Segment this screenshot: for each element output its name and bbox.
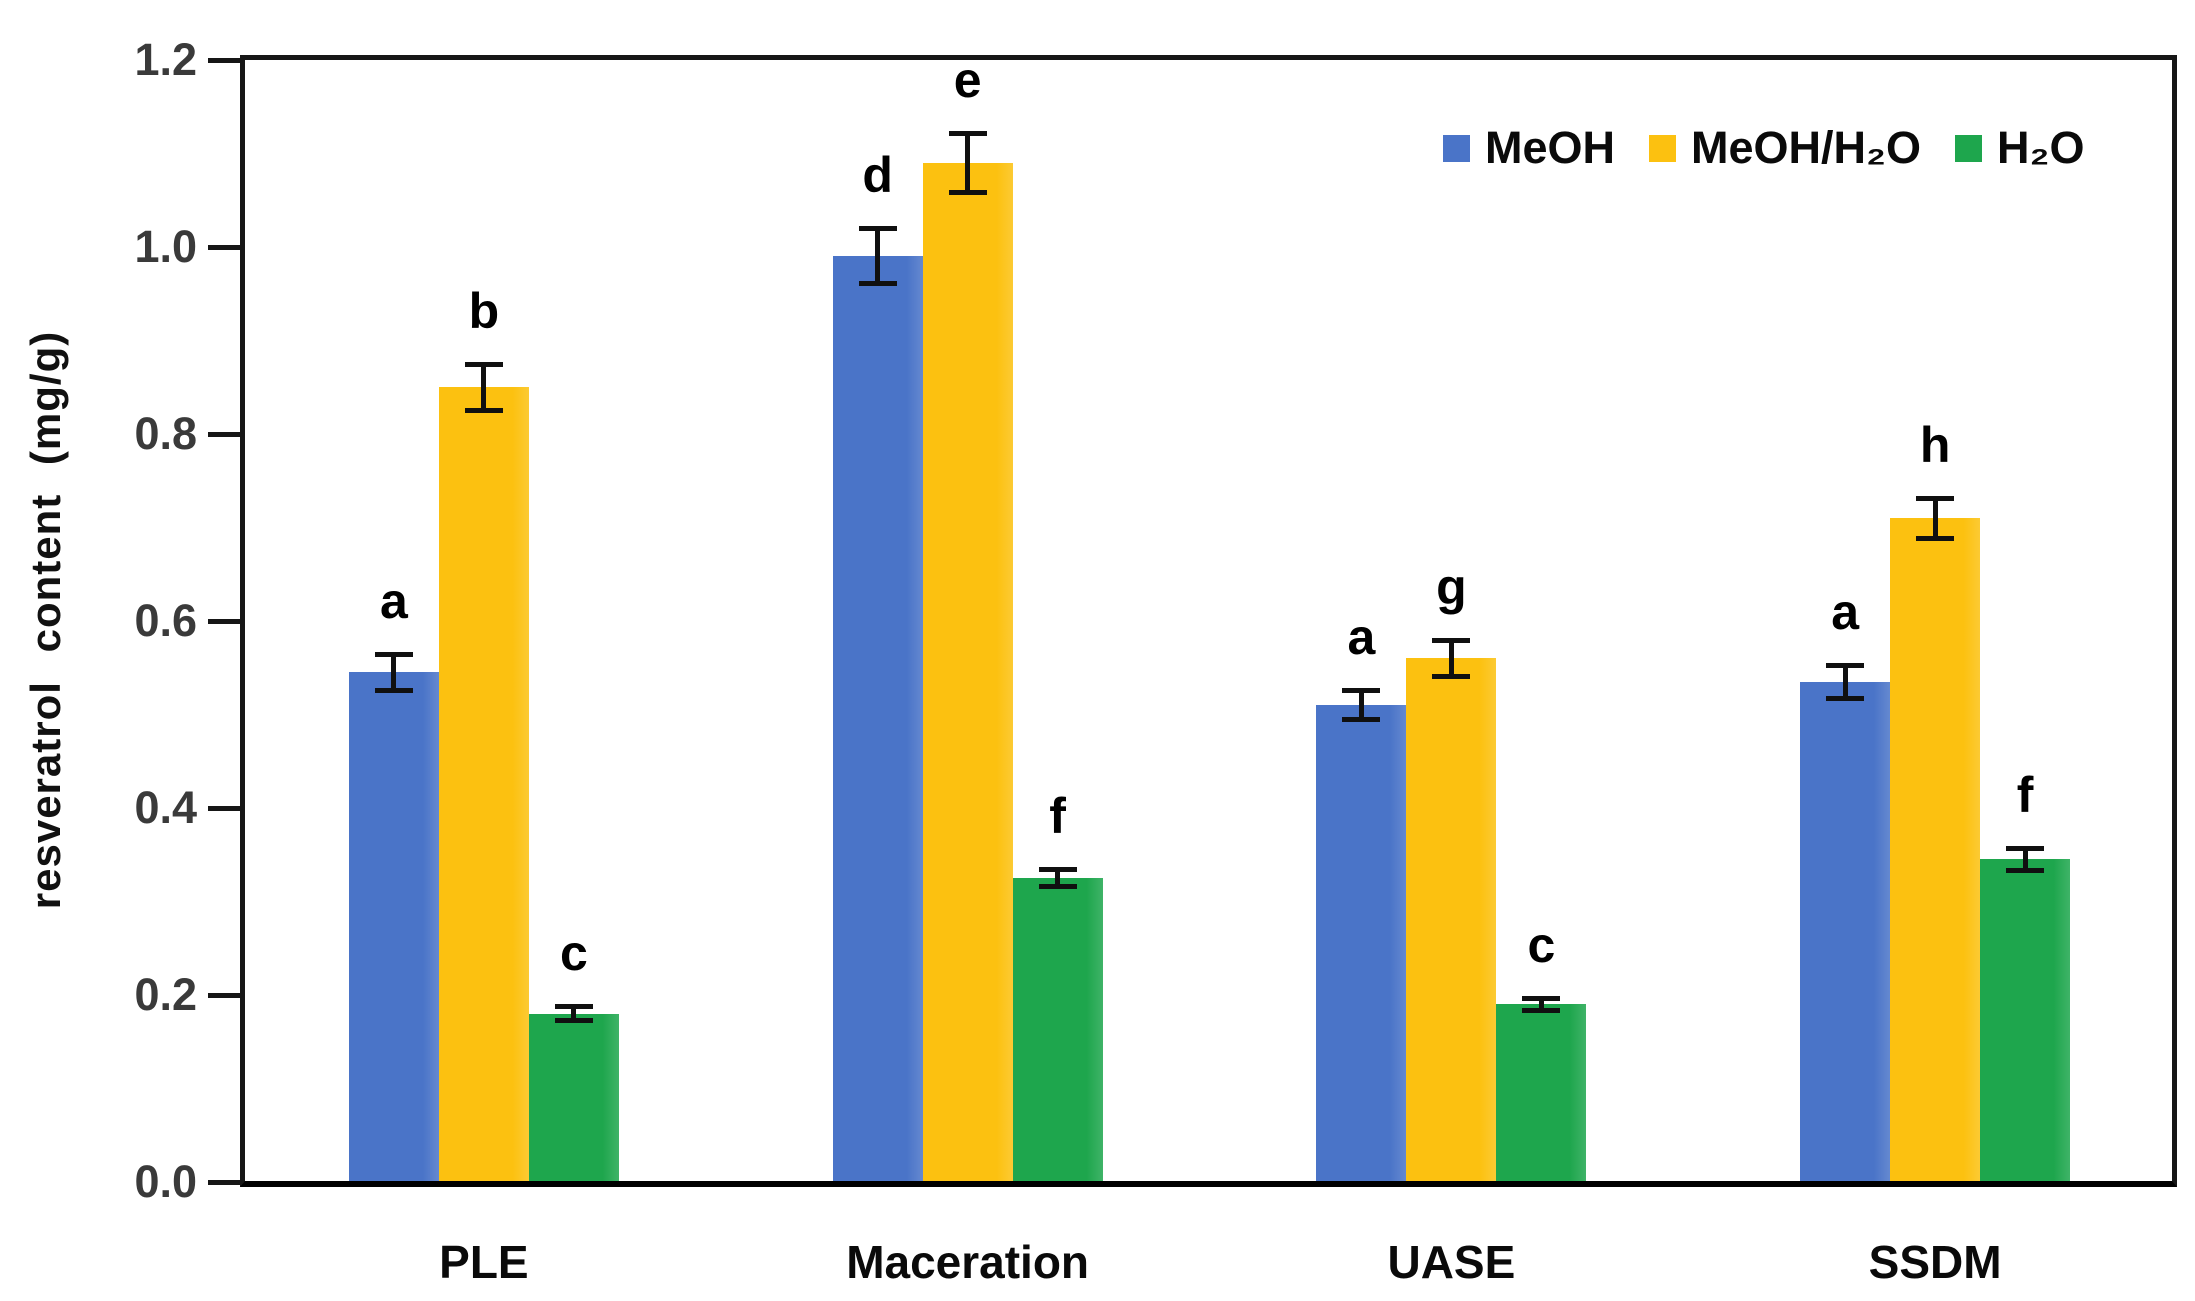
y-tick-mark xyxy=(208,245,242,250)
error-bar-cap-top xyxy=(1432,637,1471,643)
error-bar-stem xyxy=(1358,690,1364,721)
significance-letter: f xyxy=(2016,767,2034,824)
error-bar-cap-top xyxy=(858,226,897,232)
y-tick-label: 0.8 xyxy=(134,408,197,459)
y-tick-mark xyxy=(208,58,242,63)
bar-uase-meoh-h-o xyxy=(1406,658,1497,1182)
legend-item-meoh-h-o: MeOH/H₂O xyxy=(1649,122,1921,174)
error-bar-cap-top xyxy=(1342,688,1381,694)
error-bar-cap-top xyxy=(554,1004,593,1010)
plot-frame xyxy=(240,55,2177,1187)
legend: MeOH MeOH/H₂O H₂O xyxy=(1443,122,2085,174)
significance-letter: b xyxy=(468,282,500,339)
y-tick-mark xyxy=(208,432,242,437)
legend-label: MeOH/H₂O xyxy=(1691,122,1922,173)
bar-maceration-meoh xyxy=(832,256,923,1182)
error-bar-stem xyxy=(2022,848,2028,871)
y-tick-label: 1.0 xyxy=(134,221,197,272)
legend-item-meoh: MeOH xyxy=(1443,122,1615,174)
error-bar-cap-bottom xyxy=(374,688,413,694)
y-tick-mark xyxy=(208,619,242,624)
error-bar-cap-top xyxy=(1916,495,1955,501)
bar-ssdm-meoh xyxy=(1800,681,1891,1182)
significance-letter: g xyxy=(1436,558,1467,615)
bar-ssdm-meoh-h-o xyxy=(1890,518,1981,1182)
error-bar-cap-bottom xyxy=(1038,884,1077,890)
significance-letter: c xyxy=(559,925,588,982)
error-bar-cap-bottom xyxy=(1826,695,1865,701)
significance-letter: c xyxy=(1527,916,1556,973)
error-bar-stem xyxy=(571,1006,577,1022)
x-category-label-maceration: Maceration xyxy=(846,1236,1090,1288)
x-category-label-ssdm: SSDM xyxy=(1868,1236,2002,1288)
y-tick-label: 0.2 xyxy=(134,969,197,1020)
error-bar-stem xyxy=(391,653,397,692)
y-tick-mark xyxy=(208,993,242,998)
error-bar-cap-top xyxy=(464,361,503,367)
error-bar-cap-bottom xyxy=(554,1018,593,1024)
significance-letter: d xyxy=(862,147,893,204)
error-bar-stem xyxy=(1932,497,1938,539)
error-bar-cap-bottom xyxy=(1916,535,1955,541)
error-bar-cap-bottom xyxy=(464,407,503,413)
bar-maceration-h-o xyxy=(1012,878,1103,1182)
significance-letter: h xyxy=(1919,416,1951,473)
error-bar-stem xyxy=(1538,997,1544,1011)
significance-letter: e xyxy=(953,51,982,108)
error-bar-cap-top xyxy=(374,651,413,657)
y-tick-label: 0.0 xyxy=(134,1156,197,1207)
y-tick-mark xyxy=(208,1180,242,1185)
bar-ple-h-o xyxy=(528,1013,619,1182)
y-tick-label: 0.4 xyxy=(134,782,197,833)
legend-swatch-icon xyxy=(1443,134,1470,162)
significance-letter: f xyxy=(1049,787,1066,844)
error-bar-cap-bottom xyxy=(1522,1007,1561,1013)
error-bar-stem xyxy=(965,132,971,193)
legend-label: MeOH xyxy=(1485,122,1616,173)
error-bar-cap-top xyxy=(2006,846,2045,852)
legend-item-h-o: H₂O xyxy=(1955,122,2085,174)
bar-uase-h-o xyxy=(1496,1004,1587,1182)
bar-uase-meoh xyxy=(1316,705,1407,1182)
error-bar-cap-top xyxy=(948,130,987,136)
error-bar-cap-bottom xyxy=(948,189,987,195)
error-bar-cap-top xyxy=(1038,866,1077,872)
error-bar-stem xyxy=(1448,639,1454,678)
error-bar-cap-bottom xyxy=(2006,867,2045,873)
error-bar-stem xyxy=(1842,664,1848,699)
error-bar-cap-bottom xyxy=(1432,674,1471,680)
legend-label: H₂O xyxy=(1997,122,2085,173)
bar-ssdm-h-o xyxy=(1980,859,2071,1182)
y-tick-mark xyxy=(208,806,242,811)
legend-swatch-icon xyxy=(1955,134,1983,162)
significance-letter: a xyxy=(1347,609,1376,666)
bar-ple-meoh xyxy=(348,672,439,1182)
significance-letter: a xyxy=(379,572,408,629)
bar-ple-meoh-h-o xyxy=(438,387,529,1182)
error-bar-stem xyxy=(875,228,881,285)
error-bar-cap-bottom xyxy=(858,281,897,287)
significance-letter: a xyxy=(1831,583,1860,640)
error-bar-stem xyxy=(481,363,487,411)
x-category-label-uase: UASE xyxy=(1387,1236,1516,1288)
error-bar-cap-top xyxy=(1522,995,1561,1001)
error-bar-stem xyxy=(1055,868,1061,888)
legend-swatch-icon xyxy=(1649,134,1677,162)
error-bar-cap-top xyxy=(1826,662,1865,668)
x-category-label-ple: PLE xyxy=(439,1236,529,1288)
error-bar-cap-bottom xyxy=(1342,717,1381,723)
y-tick-label: 0.6 xyxy=(134,595,197,646)
bar-maceration-meoh-h-o xyxy=(922,162,1013,1182)
y-tick-label: 1.2 xyxy=(134,34,197,85)
